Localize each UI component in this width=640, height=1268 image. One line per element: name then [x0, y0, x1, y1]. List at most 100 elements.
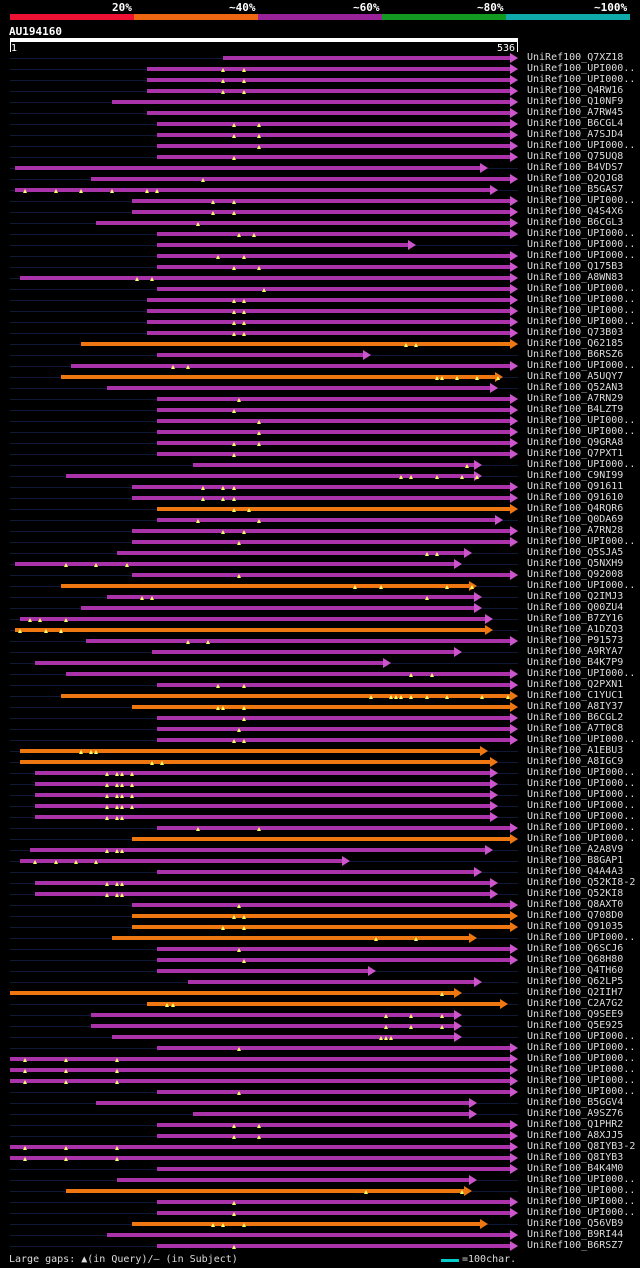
- hit-alignment-bar[interactable]: [157, 1211, 510, 1215]
- hit-alignment-bar[interactable]: [147, 89, 510, 93]
- hit-label-link[interactable]: UniRef100_Q75UQ8: [527, 151, 624, 162]
- hit-label-link[interactable]: UniRef100_C2A7G2: [527, 998, 624, 1009]
- hit-row[interactable]: UniRef100_UPI000..: [0, 1075, 640, 1087]
- hit-label-link[interactable]: UniRef100_Q92008: [527, 569, 624, 580]
- hit-row[interactable]: UniRef100_UPI000..: [0, 833, 640, 845]
- hit-row[interactable]: UniRef100_A1DZQ3: [0, 624, 640, 636]
- hit-alignment-bar[interactable]: [111, 100, 510, 104]
- hit-label-link[interactable]: UniRef100_UPI000..: [527, 1086, 636, 1097]
- hit-row[interactable]: UniRef100_UPI000..: [0, 195, 640, 207]
- hit-alignment-bar[interactable]: [86, 639, 510, 643]
- hit-alignment-bar[interactable]: [35, 881, 490, 885]
- hit-row[interactable]: UniRef100_UPI000..: [0, 1207, 640, 1219]
- hit-label-link[interactable]: UniRef100_UPI000..: [527, 305, 636, 316]
- hit-label-link[interactable]: UniRef100_UPI000..: [527, 1174, 636, 1185]
- hit-alignment-bar[interactable]: [157, 518, 495, 522]
- hit-alignment-bar[interactable]: [131, 837, 510, 841]
- hit-row[interactable]: UniRef100_UPI000..: [0, 316, 640, 328]
- hit-label-link[interactable]: UniRef100_UPI000..: [527, 1196, 636, 1207]
- hit-alignment-bar[interactable]: [192, 1112, 470, 1116]
- hit-row[interactable]: UniRef100_UPI000..: [0, 800, 640, 812]
- hit-alignment-bar[interactable]: [157, 232, 510, 236]
- hit-label-link[interactable]: UniRef100_Q4S4X6: [527, 206, 624, 217]
- hit-alignment-bar[interactable]: [10, 1057, 510, 1061]
- hit-row[interactable]: UniRef100_Q7PXT1: [0, 448, 640, 460]
- hit-row[interactable]: UniRef100_UPI000..: [0, 250, 640, 262]
- hit-label-link[interactable]: UniRef100_B6RSZ7: [527, 1240, 624, 1251]
- hit-alignment-bar[interactable]: [131, 705, 510, 709]
- hit-alignment-bar[interactable]: [60, 694, 510, 698]
- hit-label-link[interactable]: UniRef100_UPI000..: [527, 580, 636, 591]
- hit-row[interactable]: UniRef100_B4VDS7: [0, 162, 640, 174]
- hit-alignment-bar[interactable]: [157, 1167, 510, 1171]
- hit-label-link[interactable]: UniRef100_Q68H80: [527, 954, 624, 965]
- hit-label-link[interactable]: UniRef100_B6CGL2: [527, 712, 624, 723]
- hit-label-link[interactable]: UniRef100_A7RN29: [527, 393, 624, 404]
- hit-row[interactable]: UniRef100_A7RN28: [0, 525, 640, 537]
- hit-alignment-bar[interactable]: [147, 331, 510, 335]
- hit-row[interactable]: UniRef100_Q62185: [0, 338, 640, 350]
- hit-alignment-bar[interactable]: [157, 727, 510, 731]
- hit-alignment-bar[interactable]: [131, 1222, 480, 1226]
- hit-label-link[interactable]: UniRef100_UPI000..: [527, 778, 636, 789]
- hit-label-link[interactable]: UniRef100_B8GAP1: [527, 855, 624, 866]
- hit-row[interactable]: UniRef100_Q52AN3: [0, 382, 640, 394]
- hit-label-link[interactable]: UniRef100_Q4TH60: [527, 965, 624, 976]
- hit-label-link[interactable]: UniRef100_A8IGC9: [527, 756, 624, 767]
- hit-row[interactable]: UniRef100_A7RW45: [0, 107, 640, 119]
- hit-row[interactable]: UniRef100_Q52KI8: [0, 888, 640, 900]
- hit-alignment-bar[interactable]: [147, 111, 510, 115]
- hit-row[interactable]: UniRef100_UPI000..: [0, 932, 640, 944]
- hit-alignment-bar[interactable]: [96, 221, 510, 225]
- hit-label-link[interactable]: UniRef100_Q9SEE9: [527, 1009, 624, 1020]
- hit-row[interactable]: UniRef100_UPI000..: [0, 360, 640, 372]
- hit-label-link[interactable]: UniRef100_Q8IYB3-2: [527, 1141, 636, 1152]
- hit-label-link[interactable]: UniRef100_UPI000..: [527, 316, 636, 327]
- hit-alignment-bar[interactable]: [131, 529, 510, 533]
- hit-label-link[interactable]: UniRef100_A5UQY7: [527, 371, 624, 382]
- hit-row[interactable]: UniRef100_UPI000..: [0, 668, 640, 680]
- hit-label-link[interactable]: UniRef100_UPI000..: [527, 74, 636, 85]
- hit-alignment-bar[interactable]: [131, 914, 510, 918]
- hit-row[interactable]: UniRef100_UPI000..: [0, 822, 640, 834]
- hit-row[interactable]: UniRef100_Q91610: [0, 492, 640, 504]
- hit-alignment-bar[interactable]: [131, 573, 510, 577]
- hit-alignment-bar[interactable]: [10, 1145, 510, 1149]
- hit-alignment-bar[interactable]: [157, 716, 510, 720]
- hit-label-link[interactable]: UniRef100_Q56VB9: [527, 1218, 624, 1229]
- hit-alignment-bar[interactable]: [96, 1101, 470, 1105]
- hit-row[interactable]: UniRef100_UPI000..: [0, 140, 640, 152]
- hit-label-link[interactable]: UniRef100_UPI000..: [527, 360, 636, 371]
- hit-alignment-bar[interactable]: [10, 1156, 510, 1160]
- hit-row[interactable]: UniRef100_UPI000..: [0, 1064, 640, 1076]
- hit-row[interactable]: UniRef100_UPI000..: [0, 1042, 640, 1054]
- hit-alignment-bar[interactable]: [157, 507, 510, 511]
- hit-alignment-bar[interactable]: [60, 375, 495, 379]
- hit-label-link[interactable]: UniRef100_Q4RW16: [527, 85, 624, 96]
- hit-alignment-bar[interactable]: [157, 397, 510, 401]
- hit-row[interactable]: UniRef100_Q62LP5: [0, 976, 640, 988]
- hit-label-link[interactable]: UniRef100_UPI000..: [527, 1053, 636, 1064]
- hit-label-link[interactable]: UniRef100_C9NI99: [527, 470, 624, 481]
- hit-alignment-bar[interactable]: [157, 1244, 510, 1248]
- hit-label-link[interactable]: UniRef100_C1YUC1: [527, 690, 624, 701]
- hit-row[interactable]: UniRef100_UPI000..: [0, 778, 640, 790]
- hit-alignment-bar[interactable]: [157, 1134, 510, 1138]
- hit-row[interactable]: UniRef100_Q10NF9: [0, 96, 640, 108]
- hit-row[interactable]: UniRef100_Q8AXT0: [0, 899, 640, 911]
- hit-label-link[interactable]: UniRef100_UPI000..: [527, 1075, 636, 1086]
- hit-alignment-bar[interactable]: [15, 562, 455, 566]
- hit-alignment-bar[interactable]: [147, 67, 510, 71]
- hit-label-link[interactable]: UniRef100_Q73B03: [527, 327, 624, 338]
- hit-row[interactable]: UniRef100_UPI000..: [0, 580, 640, 592]
- hit-row[interactable]: UniRef100_Q2PXN1: [0, 679, 640, 691]
- hit-row[interactable]: UniRef100_B7ZY16: [0, 613, 640, 625]
- hit-label-link[interactable]: UniRef100_B6CGL3: [527, 217, 624, 228]
- hit-label-link[interactable]: UniRef100_UPI000..: [527, 283, 636, 294]
- hit-alignment-bar[interactable]: [157, 947, 510, 951]
- hit-label-link[interactable]: UniRef100_A8XJJ5: [527, 1130, 624, 1141]
- hit-alignment-bar[interactable]: [157, 738, 510, 742]
- hit-row[interactable]: UniRef100_UPI000..: [0, 1031, 640, 1043]
- hit-alignment-bar[interactable]: [131, 903, 510, 907]
- hit-row[interactable]: UniRef100_UPI000..: [0, 74, 640, 86]
